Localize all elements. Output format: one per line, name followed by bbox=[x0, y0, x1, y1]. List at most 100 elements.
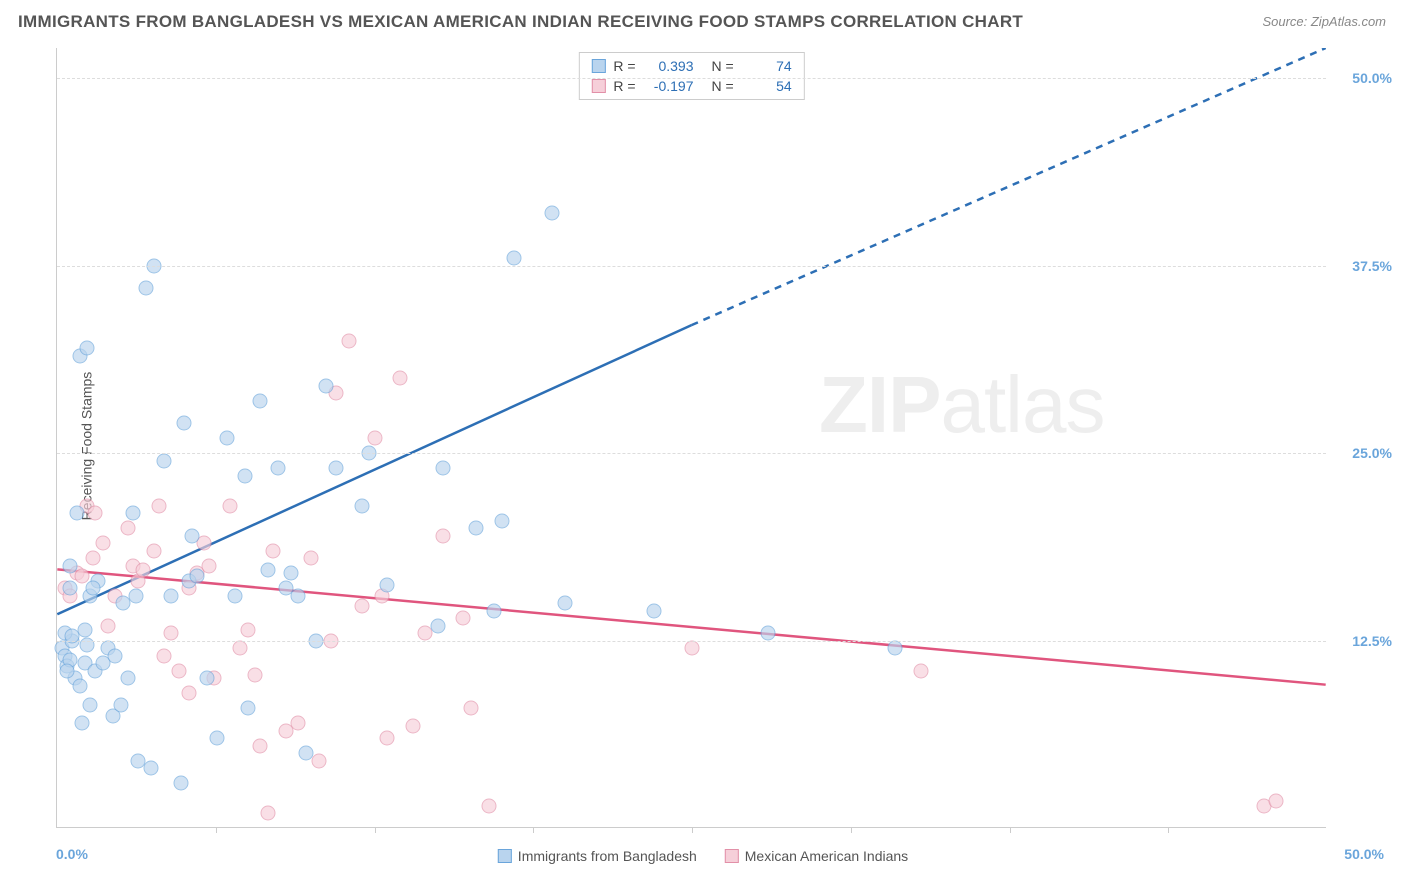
data-point-series1 bbox=[72, 678, 87, 693]
data-point-series1 bbox=[507, 251, 522, 266]
data-point-series1 bbox=[486, 603, 501, 618]
data-point-series2 bbox=[913, 663, 928, 678]
gridline bbox=[57, 641, 1326, 642]
plot-area: ZIPatlas R = 0.393 N = 74 R = -0.197 N =… bbox=[56, 48, 1326, 828]
data-point-series1 bbox=[75, 716, 90, 731]
data-point-series2 bbox=[367, 431, 382, 446]
data-point-series1 bbox=[113, 698, 128, 713]
data-point-series1 bbox=[174, 776, 189, 791]
data-point-series1 bbox=[184, 528, 199, 543]
data-point-series2 bbox=[164, 626, 179, 641]
data-point-series2 bbox=[311, 753, 326, 768]
data-point-series1 bbox=[220, 431, 235, 446]
gridline bbox=[57, 78, 1326, 79]
data-point-series1 bbox=[126, 506, 141, 521]
y-tick-label: 12.5% bbox=[1332, 633, 1392, 649]
data-point-series1 bbox=[83, 698, 98, 713]
swatch-series1-icon bbox=[498, 849, 512, 863]
data-point-series1 bbox=[494, 513, 509, 528]
legend-item-series1: Immigrants from Bangladesh bbox=[498, 848, 697, 864]
data-point-series1 bbox=[283, 566, 298, 581]
x-tick bbox=[692, 827, 693, 833]
data-point-series1 bbox=[354, 498, 369, 513]
data-point-series2 bbox=[232, 641, 247, 656]
data-point-series1 bbox=[164, 588, 179, 603]
data-point-series1 bbox=[329, 461, 344, 476]
data-point-series2 bbox=[1269, 794, 1284, 809]
data-point-series2 bbox=[248, 668, 263, 683]
x-tick bbox=[533, 827, 534, 833]
swatch-series2-icon bbox=[725, 849, 739, 863]
y-tick-label: 50.0% bbox=[1332, 70, 1392, 86]
data-point-series1 bbox=[62, 558, 77, 573]
data-point-series1 bbox=[761, 626, 776, 641]
data-point-series2 bbox=[464, 701, 479, 716]
legend-row-series1: R = 0.393 N = 74 bbox=[591, 56, 791, 76]
data-point-series2 bbox=[342, 333, 357, 348]
watermark-prefix: ZIP bbox=[819, 360, 940, 449]
data-point-series1 bbox=[70, 506, 85, 521]
data-point-series2 bbox=[405, 719, 420, 734]
data-point-series1 bbox=[237, 468, 252, 483]
data-point-series2 bbox=[156, 648, 171, 663]
data-point-series2 bbox=[354, 599, 369, 614]
data-point-series1 bbox=[156, 453, 171, 468]
data-point-series2 bbox=[171, 663, 186, 678]
data-point-series2 bbox=[100, 618, 115, 633]
data-point-series2 bbox=[436, 528, 451, 543]
data-point-series1 bbox=[380, 578, 395, 593]
data-point-series1 bbox=[108, 648, 123, 663]
data-point-series1 bbox=[253, 393, 268, 408]
data-point-series2 bbox=[146, 543, 161, 558]
data-point-series1 bbox=[138, 281, 153, 296]
data-point-series1 bbox=[291, 588, 306, 603]
data-point-series1 bbox=[143, 761, 158, 776]
data-point-series2 bbox=[380, 731, 395, 746]
data-point-series1 bbox=[85, 581, 100, 596]
data-point-series2 bbox=[253, 738, 268, 753]
data-point-series2 bbox=[121, 521, 136, 536]
gridline bbox=[57, 266, 1326, 267]
data-point-series2 bbox=[182, 686, 197, 701]
r-value-series1: 0.393 bbox=[644, 58, 694, 74]
data-point-series1 bbox=[80, 341, 95, 356]
data-point-series2 bbox=[202, 558, 217, 573]
n-value-series1: 74 bbox=[742, 58, 792, 74]
r-value-series2: -0.197 bbox=[644, 78, 694, 94]
source-label: Source: ZipAtlas.com bbox=[1262, 14, 1386, 29]
data-point-series2 bbox=[291, 716, 306, 731]
legend-row-series2: R = -0.197 N = 54 bbox=[591, 76, 791, 96]
data-point-series1 bbox=[210, 731, 225, 746]
data-point-series2 bbox=[85, 551, 100, 566]
data-point-series1 bbox=[240, 701, 255, 716]
data-point-series2 bbox=[456, 611, 471, 626]
y-tick-label: 37.5% bbox=[1332, 258, 1392, 274]
data-point-series2 bbox=[240, 623, 255, 638]
data-point-series1 bbox=[436, 461, 451, 476]
data-point-series2 bbox=[222, 498, 237, 513]
data-point-series2 bbox=[260, 806, 275, 821]
data-point-series1 bbox=[60, 663, 75, 678]
data-point-series1 bbox=[189, 569, 204, 584]
x-tick bbox=[216, 827, 217, 833]
data-point-series2 bbox=[392, 371, 407, 386]
legend-label-series1: Immigrants from Bangladesh bbox=[518, 848, 697, 864]
data-point-series1 bbox=[227, 588, 242, 603]
x-tick bbox=[1010, 827, 1011, 833]
data-point-series1 bbox=[431, 618, 446, 633]
r-label: R = bbox=[613, 78, 635, 94]
data-point-series1 bbox=[270, 461, 285, 476]
data-point-series2 bbox=[88, 506, 103, 521]
data-point-series1 bbox=[469, 521, 484, 536]
data-point-series1 bbox=[319, 378, 334, 393]
x-axis-max-label: 50.0% bbox=[1344, 846, 1384, 862]
data-point-series1 bbox=[77, 623, 92, 638]
swatch-series2 bbox=[591, 79, 605, 93]
data-point-series1 bbox=[128, 588, 143, 603]
x-tick bbox=[375, 827, 376, 833]
legend-label-series2: Mexican American Indians bbox=[745, 848, 908, 864]
data-point-series1 bbox=[545, 206, 560, 221]
data-point-series2 bbox=[136, 563, 151, 578]
chart-title: IMMIGRANTS FROM BANGLADESH VS MEXICAN AM… bbox=[18, 12, 1023, 32]
data-point-series1 bbox=[646, 603, 661, 618]
